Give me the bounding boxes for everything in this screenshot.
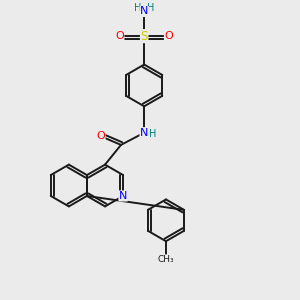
Text: H: H	[147, 3, 154, 13]
Text: O: O	[164, 31, 173, 41]
Text: H: H	[149, 129, 157, 139]
Text: N: N	[140, 6, 148, 16]
Text: N: N	[119, 191, 127, 201]
Text: H: H	[134, 3, 142, 13]
Text: N: N	[140, 128, 148, 138]
Text: S: S	[140, 30, 148, 43]
Text: CH₃: CH₃	[158, 255, 174, 264]
Text: O: O	[115, 31, 124, 41]
Text: O: O	[96, 131, 105, 141]
